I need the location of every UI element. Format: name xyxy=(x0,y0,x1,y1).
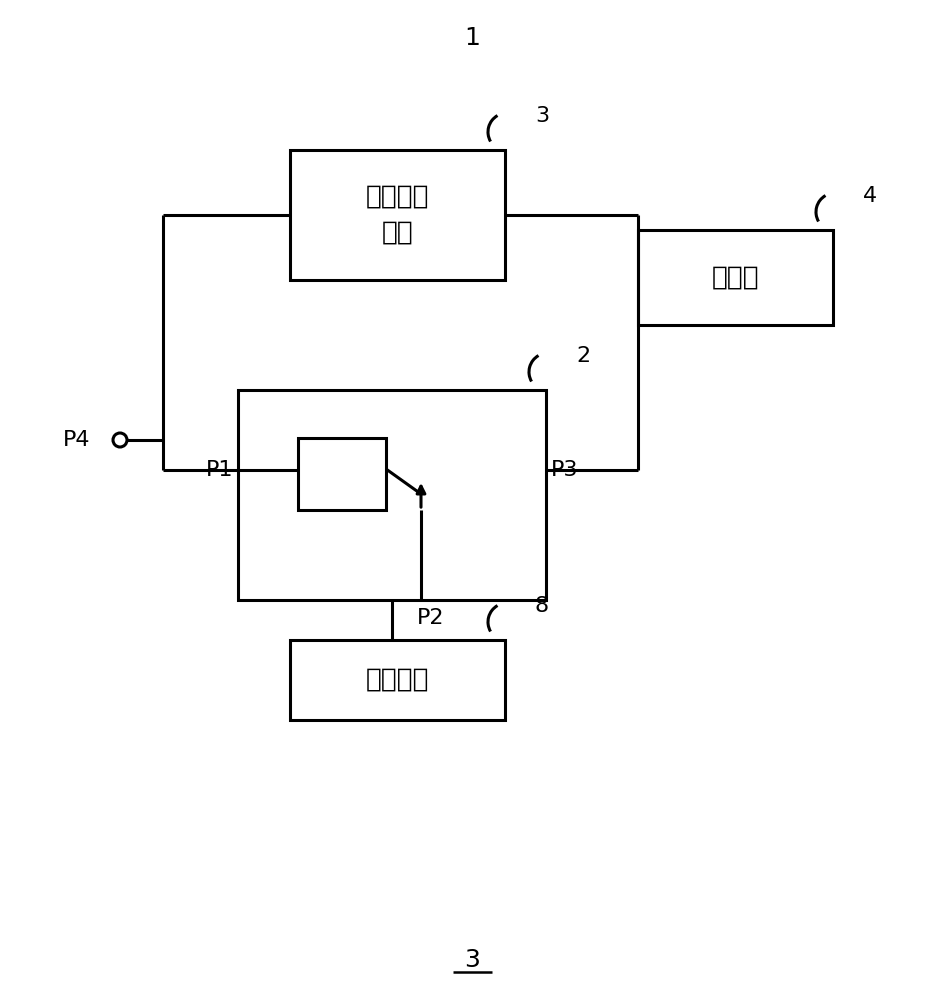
Text: P1: P1 xyxy=(206,460,233,480)
Text: 8: 8 xyxy=(535,596,549,616)
Bar xyxy=(290,640,505,720)
Text: 电压检测
模块: 电压检测 模块 xyxy=(365,184,430,246)
Text: 3: 3 xyxy=(535,106,549,126)
Bar xyxy=(298,438,386,510)
Bar xyxy=(238,390,546,600)
Text: P2: P2 xyxy=(417,608,445,628)
Text: 2: 2 xyxy=(576,346,590,366)
Text: 1: 1 xyxy=(464,26,480,50)
Text: 3: 3 xyxy=(464,948,480,972)
Text: P4: P4 xyxy=(62,430,90,450)
Text: 4: 4 xyxy=(863,186,877,206)
Text: 处理器: 处理器 xyxy=(712,264,759,290)
Bar xyxy=(290,150,505,280)
Text: P3: P3 xyxy=(551,460,579,480)
Bar xyxy=(638,230,833,325)
Text: 负载电机: 负载电机 xyxy=(365,667,430,693)
